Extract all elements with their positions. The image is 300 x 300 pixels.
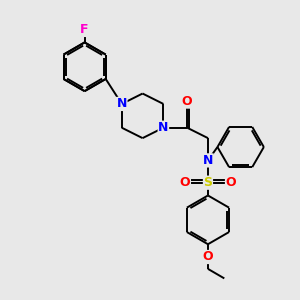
Text: S: S [203,176,212,189]
Text: O: O [202,250,213,263]
Text: N: N [158,121,169,134]
Text: N: N [203,154,213,167]
Text: N: N [117,98,127,110]
Text: F: F [80,23,89,36]
Text: O: O [182,95,193,108]
Text: O: O [226,176,236,189]
Text: O: O [180,176,190,189]
